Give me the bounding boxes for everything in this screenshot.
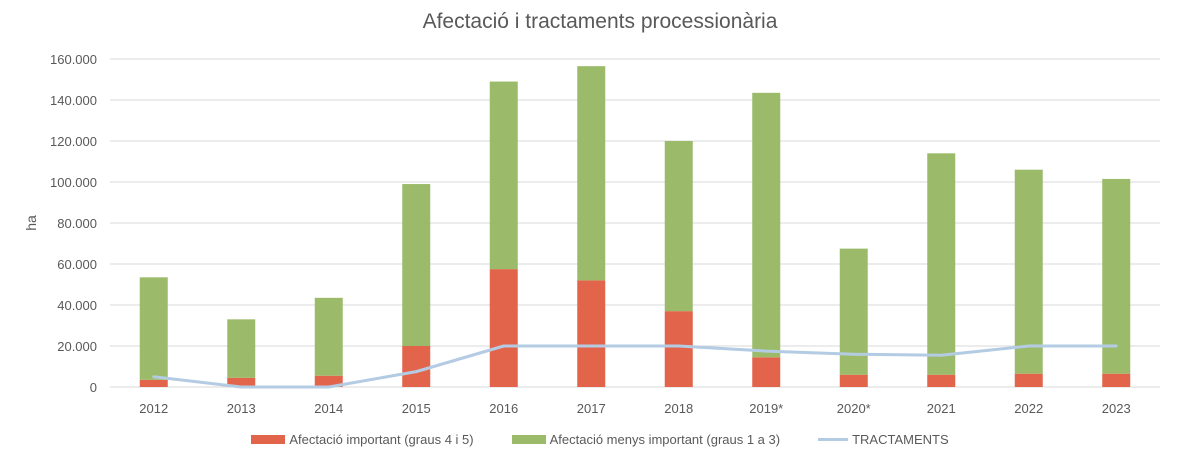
bar-segment-menys-important xyxy=(314,297,343,376)
x-tick-label: 2020* xyxy=(837,401,871,416)
x-tick-label: 2014 xyxy=(314,401,343,416)
tractaments-line xyxy=(152,344,1118,389)
bar-segment-important xyxy=(227,377,256,387)
legend-item-menys-important: Afectació menys important (graus 1 a 3) xyxy=(511,432,781,447)
bar-segment-menys-important xyxy=(1014,169,1043,374)
bar-segment-important xyxy=(489,269,518,387)
bar-segment-important xyxy=(402,346,431,387)
svg-text:80.000: 80.000 xyxy=(57,216,97,231)
bar-segment-important xyxy=(139,379,168,387)
svg-text:0: 0 xyxy=(90,380,97,395)
bar-segment-important xyxy=(1014,373,1043,387)
gridlines xyxy=(110,58,1160,388)
x-tick-label: 2016 xyxy=(489,401,518,416)
bar-series xyxy=(139,66,1131,387)
bar-segment-menys-important xyxy=(227,319,256,378)
bar-segment-important xyxy=(664,311,693,387)
x-tick-label: 2018 xyxy=(664,401,693,416)
bar-segment-important xyxy=(752,357,781,387)
bar-segment-important xyxy=(577,280,606,387)
svg-text:ha: ha xyxy=(23,215,39,231)
chart-legend: Afectació important (graus 4 i 5) Afecta… xyxy=(0,432,1200,447)
svg-text:40.000: 40.000 xyxy=(57,298,97,313)
bar-segment-menys-important xyxy=(139,277,168,380)
x-tick-label: 2023 xyxy=(1102,401,1131,416)
x-tick-label: 2012 xyxy=(139,401,168,416)
bar-segment-important xyxy=(314,375,343,387)
x-tick-label: 2013 xyxy=(227,401,256,416)
y-axis-label: ha xyxy=(23,215,39,231)
bar-segment-menys-important xyxy=(489,81,518,270)
legend-label: Afectació menys important (graus 1 a 3) xyxy=(549,432,781,447)
svg-text:60.000: 60.000 xyxy=(57,257,97,272)
legend-item-important: Afectació important (graus 4 i 5) xyxy=(251,432,474,447)
bar-segment-menys-important xyxy=(752,92,781,358)
svg-text:140.000: 140.000 xyxy=(50,93,97,108)
bar-segment-menys-important xyxy=(664,141,693,312)
svg-text:100.000: 100.000 xyxy=(50,175,97,190)
chart-title: Afectació i tractaments processionària xyxy=(422,10,778,33)
svg-text:20.000: 20.000 xyxy=(57,339,97,354)
legend-swatch-red xyxy=(251,435,286,444)
legend-label: TRACTAMENTS xyxy=(852,432,949,447)
bar-segment-important xyxy=(1102,373,1131,387)
x-tick-label: 2022 xyxy=(1014,401,1043,416)
bar-segment-important xyxy=(839,374,868,387)
x-tick-label: 2015 xyxy=(402,401,431,416)
bar-segment-menys-important xyxy=(402,184,431,346)
bar-segment-menys-important xyxy=(927,153,956,375)
legend-swatch-line xyxy=(818,438,849,441)
svg-text:120.000: 120.000 xyxy=(50,134,97,149)
bar-segment-menys-important xyxy=(577,66,606,281)
x-tick-label: 2021 xyxy=(927,401,956,416)
x-tick-label: 2019* xyxy=(749,401,783,416)
x-tick-label: 2017 xyxy=(577,401,606,416)
bar-segment-important xyxy=(927,374,956,387)
svg-text:160.000: 160.000 xyxy=(50,52,97,67)
x-axis-ticks: 2012 2013 2014 2015 2016 2017 2018 2019* 2020* 20… xyxy=(139,401,1130,416)
line-series-tractaments xyxy=(152,344,1118,389)
y-axis-ticks: 0 20.000 40.000 60.000 80.000 100.000 120.000 1… xyxy=(50,52,97,395)
legend-item-tractaments: TRACTAMENTS xyxy=(818,432,949,447)
bar-segment-menys-important xyxy=(1102,178,1131,374)
legend-label: Afectació important (graus 4 i 5) xyxy=(289,432,474,447)
legend-swatch-green xyxy=(511,435,546,444)
